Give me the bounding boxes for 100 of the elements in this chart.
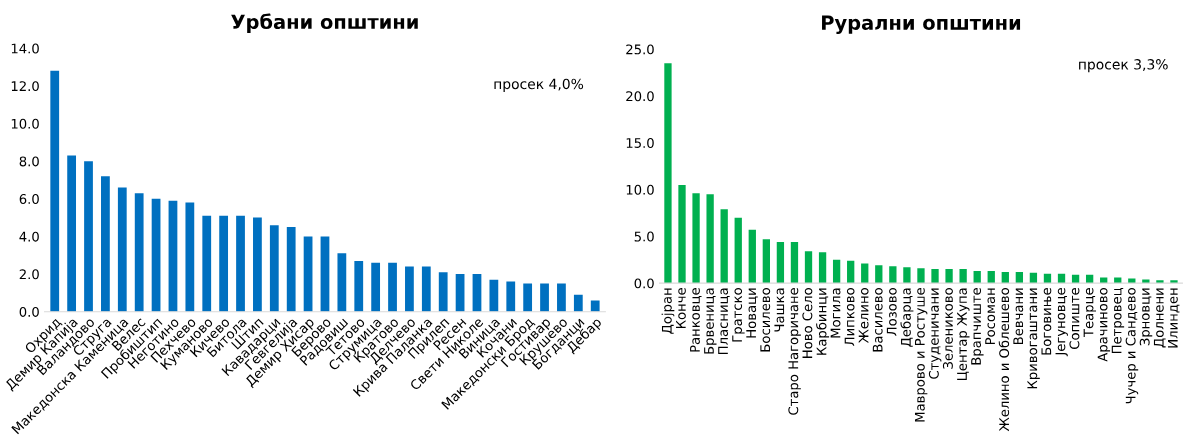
bar [1029, 272, 1038, 284]
x-tick-label: Зрновци [1139, 288, 1153, 346]
bar [590, 300, 600, 312]
bar [438, 272, 448, 312]
x-tick-label: Могила [830, 288, 841, 338]
bar [748, 229, 756, 284]
x-tick-label: Кривогаштани [1027, 288, 1040, 389]
x-tick-label: Дебарца [900, 288, 914, 347]
bar [917, 268, 925, 284]
x-tick-label: Илинден [1168, 288, 1180, 348]
bar [1057, 273, 1066, 284]
bar [151, 198, 161, 312]
bar [185, 202, 195, 312]
bar [720, 209, 728, 284]
y-tick-label: 25.0 [626, 44, 654, 55]
y-tick-label: 10.0 [626, 184, 654, 195]
y-tick-label: 10.0 [11, 118, 39, 129]
y-tick-label: 15.0 [626, 137, 654, 148]
bar [861, 263, 869, 284]
chart-title: Урбани општини [231, 13, 418, 33]
x-tick-label: Чучер и Сандево [1125, 288, 1139, 404]
bar [168, 200, 178, 312]
y-tick-label: 2.0 [19, 269, 39, 280]
x-tick-label: Теарце [1083, 288, 1097, 338]
x-tick-label: Врапчиште [971, 288, 984, 365]
bar [664, 63, 672, 284]
x-tick-label: Брвеница [704, 288, 717, 354]
x-tick-label: Ранковце [690, 288, 702, 352]
bar [931, 269, 939, 284]
bar [1085, 274, 1094, 284]
x-tick-label: Желино и Облешево [998, 288, 1010, 432]
y-tick-label: 12.0 [11, 81, 39, 92]
x-tick-label: Студеничани [928, 288, 942, 379]
bar [421, 266, 431, 312]
bar [818, 252, 827, 284]
x-tick-label: Василево [872, 288, 883, 352]
bar [1128, 278, 1136, 284]
bar [489, 279, 499, 312]
annotation: просек 4,0% [494, 78, 584, 92]
bar [202, 215, 212, 312]
bar [253, 217, 262, 312]
x-tick-label: Ново Село [802, 288, 813, 358]
y-tick-label: 6.0 [19, 194, 39, 204]
x-tick-label: Пласница [718, 288, 730, 354]
x-tick-label: Долнени [1153, 288, 1166, 348]
bar [973, 270, 981, 284]
bar [734, 217, 742, 284]
x-tick-label: Боговиње [1041, 288, 1052, 355]
bar [1156, 280, 1164, 284]
bar [903, 267, 911, 284]
y-tick-label: 0.0 [634, 278, 654, 289]
bar [134, 193, 144, 312]
bar [692, 193, 700, 284]
x-tick-label: Сопиште [1069, 288, 1080, 349]
bar [472, 274, 482, 312]
bar [523, 283, 533, 312]
x-tick-label: Петровец [1111, 287, 1125, 354]
x-tick-label: Маврово и Ростуше [914, 288, 928, 422]
x-tick-label: Карбинци [816, 288, 830, 355]
bar [67, 155, 77, 312]
bar [286, 227, 296, 312]
x-tick-label: Зелениково [942, 288, 953, 369]
bar [371, 262, 381, 312]
y-tick-label: 0.0 [19, 306, 39, 317]
bar [455, 274, 465, 312]
chart-title: Рурални општини [822, 15, 1021, 34]
bar [573, 294, 583, 312]
bar [303, 236, 313, 312]
x-tick-label: Гратско [732, 288, 745, 342]
bar [804, 251, 813, 284]
bar [987, 270, 995, 284]
bar [540, 283, 549, 312]
x-tick-label: Чашка [774, 288, 785, 332]
bar [790, 241, 799, 284]
bar [557, 283, 566, 312]
bar [706, 194, 714, 284]
y-tick-label: 4.0 [19, 231, 39, 242]
bar [776, 241, 785, 284]
bar [762, 239, 770, 284]
bar [1043, 273, 1052, 284]
bar [84, 161, 93, 312]
x-tick-label: Дојран [661, 288, 675, 334]
y-tick-label: 20.0 [626, 91, 654, 102]
x-tick-label: Росоман [985, 288, 996, 345]
bar [959, 269, 967, 284]
bar [50, 70, 60, 312]
bar [1015, 271, 1024, 284]
y-tick-label: 14.0 [11, 43, 39, 54]
bar [388, 262, 397, 312]
x-tick-label: Конче [676, 288, 686, 329]
bar [889, 266, 897, 284]
bar [405, 266, 414, 312]
bar [236, 215, 245, 312]
x-tick-label: Центар Жупа [957, 288, 970, 381]
bar [1142, 279, 1150, 284]
x-tick-label: Липково [844, 288, 855, 346]
bar [269, 225, 279, 312]
bar [1170, 280, 1178, 284]
bar [506, 281, 516, 312]
bar [1001, 271, 1009, 284]
